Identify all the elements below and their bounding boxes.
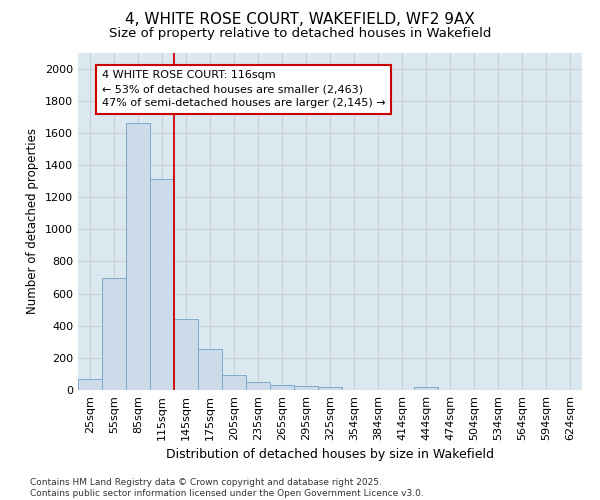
Bar bbox=[198, 349, 222, 390]
Bar bbox=[222, 374, 246, 390]
Bar bbox=[294, 386, 318, 390]
Text: 4 WHITE ROSE COURT: 116sqm
← 53% of detached houses are smaller (2,463)
47% of s: 4 WHITE ROSE COURT: 116sqm ← 53% of deta… bbox=[102, 70, 386, 108]
Bar bbox=[246, 382, 270, 390]
Bar bbox=[414, 387, 438, 390]
Bar bbox=[150, 180, 174, 390]
Text: Contains HM Land Registry data © Crown copyright and database right 2025.
Contai: Contains HM Land Registry data © Crown c… bbox=[30, 478, 424, 498]
Bar bbox=[174, 320, 198, 390]
Bar bbox=[270, 385, 294, 390]
Bar bbox=[78, 379, 102, 390]
Bar bbox=[126, 123, 150, 390]
Text: Size of property relative to detached houses in Wakefield: Size of property relative to detached ho… bbox=[109, 28, 491, 40]
Bar bbox=[102, 278, 126, 390]
Y-axis label: Number of detached properties: Number of detached properties bbox=[26, 128, 40, 314]
Bar bbox=[318, 387, 342, 390]
X-axis label: Distribution of detached houses by size in Wakefield: Distribution of detached houses by size … bbox=[166, 448, 494, 462]
Text: 4, WHITE ROSE COURT, WAKEFIELD, WF2 9AX: 4, WHITE ROSE COURT, WAKEFIELD, WF2 9AX bbox=[125, 12, 475, 28]
